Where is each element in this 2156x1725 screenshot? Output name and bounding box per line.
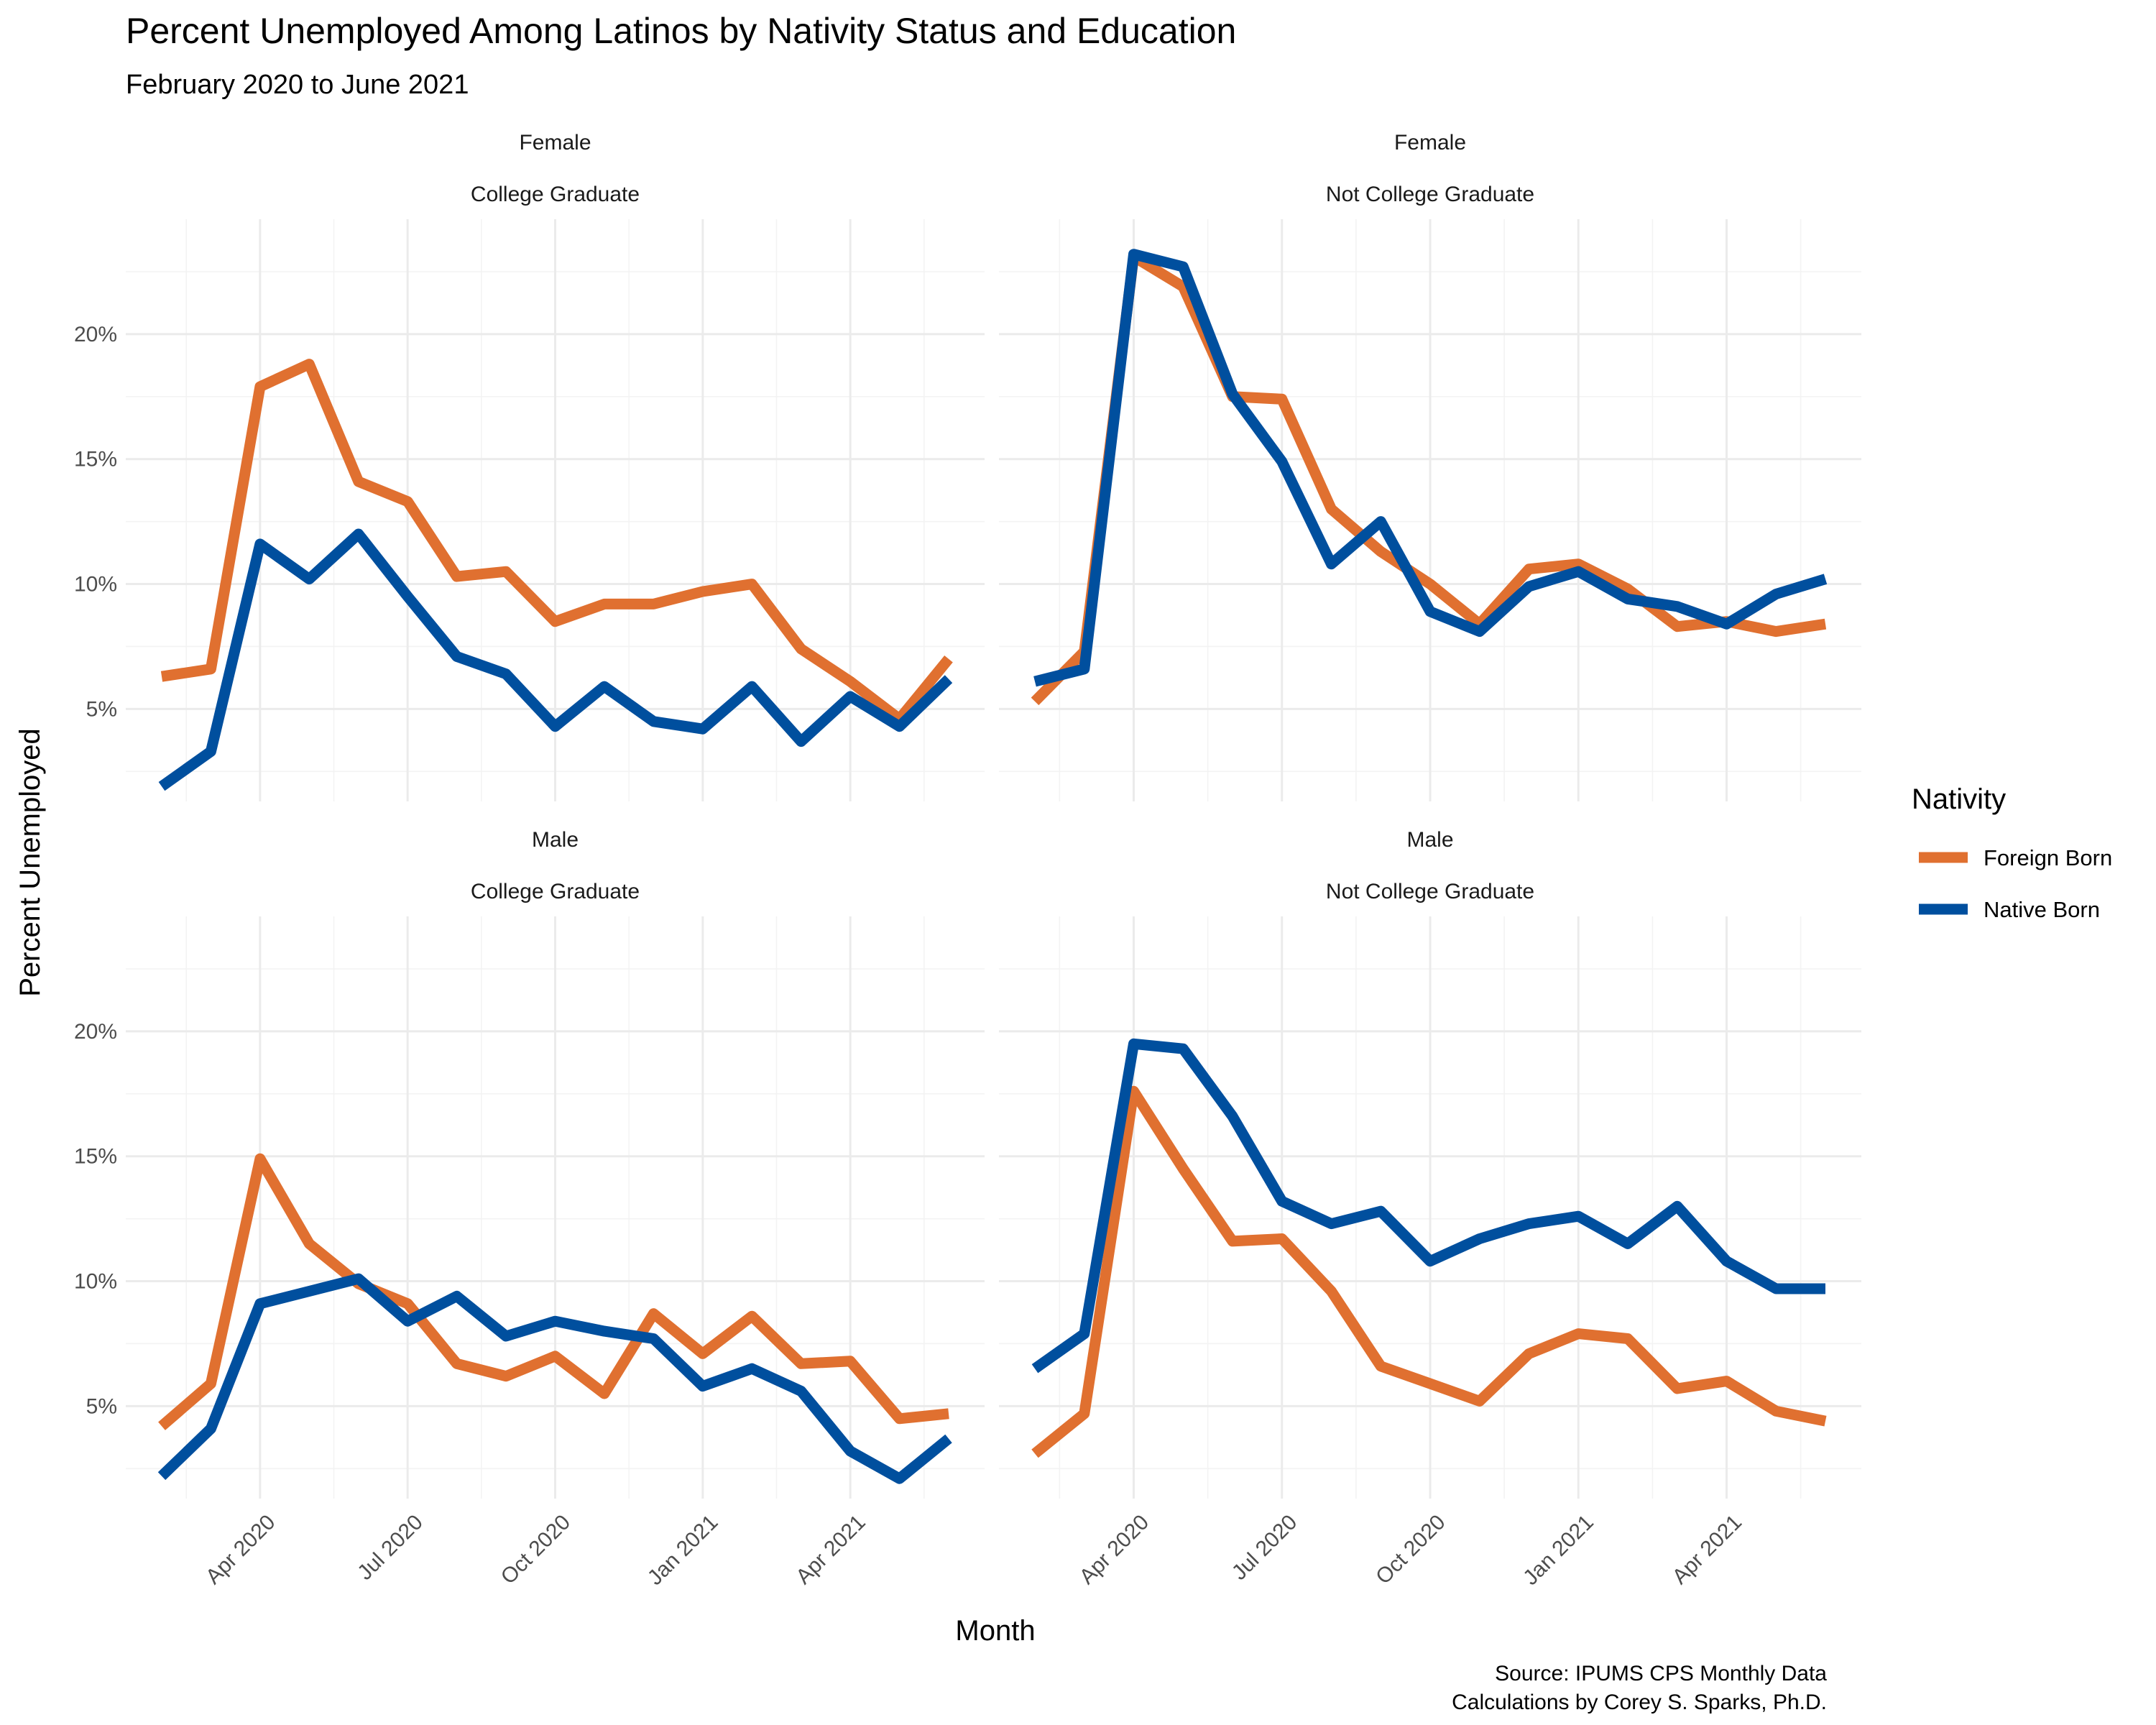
caption-credit: Calculations by Corey S. Sparks, Ph.D. [1452, 1690, 1827, 1714]
x-tick-label: Oct 2020 [497, 1510, 575, 1588]
caption-source: Source: IPUMS CPS Monthly Data [1495, 1662, 1827, 1685]
x-tick-label: Jan 2021 [643, 1510, 723, 1590]
y-tick-label: 5% [86, 697, 117, 721]
y-tick-label: 20% [74, 323, 117, 346]
y-tick-label: 5% [86, 1394, 117, 1418]
series-line-foreign-born [1031, 1085, 1827, 1458]
facet-panels: Female College Graduate Female Not College … [126, 131, 1861, 1499]
y-tick-label: 10% [74, 1270, 117, 1294]
x-tick-label: Jul 2020 [1227, 1510, 1302, 1585]
facet-strip-sex: Male [1406, 828, 1453, 852]
x-tick-label: Jan 2021 [1519, 1510, 1598, 1590]
legend-label: Foreign Born [1984, 845, 2112, 870]
y-tick-label: 15% [74, 448, 117, 472]
facet-panel: Female Not College Graduate [999, 131, 1861, 801]
facet-strip-education: Not College Graduate [1326, 183, 1534, 206]
legend-item: Native Born [1919, 897, 2100, 922]
chart-title: Percent Unemployed Among Latinos by Nati… [126, 11, 1236, 51]
series-line-foreign-born [158, 1153, 949, 1430]
series-line-foreign-born [1031, 251, 1827, 706]
x-tick-label: Apr 2020 [201, 1510, 280, 1588]
legend-title: Nativity [1912, 783, 2006, 815]
legend: Nativity Foreign Born Native Born [1912, 783, 2112, 922]
legend-item: Foreign Born [1919, 845, 2112, 870]
series-line-native-born [1033, 249, 1828, 687]
facet-strip-education: College Graduate [471, 880, 640, 903]
facet-panel: Male College Graduate [126, 828, 985, 1499]
x-tick-label: Jul 2020 [353, 1510, 428, 1585]
x-tick-label: Apr 2021 [1668, 1510, 1746, 1588]
facet-panel: Male Not College Graduate [999, 828, 1861, 1499]
facet-strip-education: College Graduate [471, 183, 640, 206]
y-axis-ticks: 5% 10% 15% 20% 5% 10% 15% 20% [74, 323, 117, 1418]
x-axis-ticks: Apr 2020 Jul 2020 Oct 2020 Jan 2021 Apr 2021… [201, 1510, 1746, 1590]
y-tick-label: 20% [74, 1020, 117, 1044]
x-tick-label: Apr 2021 [791, 1510, 870, 1588]
y-tick-label: 10% [74, 573, 117, 597]
legend-label: Native Born [1984, 897, 2100, 922]
y-axis-title: Percent Unemployed [14, 728, 46, 997]
series-line-native-born [158, 528, 953, 791]
facet-strip-sex: Female [1394, 131, 1466, 155]
facet-strip-education: Not College Graduate [1326, 880, 1534, 903]
chart-subtitle: February 2020 to June 2021 [126, 70, 469, 100]
facet-strip-sex: Male [532, 828, 579, 852]
series-line-foreign-born [160, 359, 953, 724]
x-tick-label: Oct 2020 [1371, 1510, 1450, 1588]
x-axis-title: Month [955, 1615, 1035, 1647]
x-tick-label: Apr 2020 [1075, 1510, 1153, 1588]
facet-panel: Female College Graduate [126, 131, 985, 801]
series-line-native-born [1031, 1038, 1825, 1374]
series-line-native-born [157, 1273, 952, 1484]
y-tick-label: 15% [74, 1145, 117, 1169]
facet-strip-sex: Female [519, 131, 591, 155]
